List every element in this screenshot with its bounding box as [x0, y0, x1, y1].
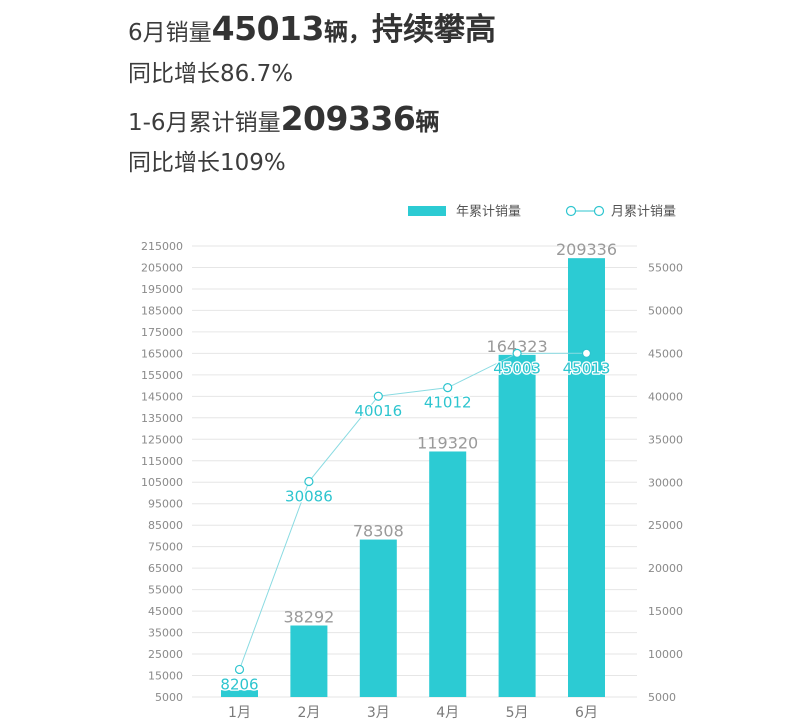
bar-data-label: 209336 [556, 240, 617, 259]
bar [498, 354, 536, 697]
right-axis-tick-label: 20000 [648, 562, 683, 575]
line-data-label: 30086 [285, 488, 333, 506]
left-axis-tick-label: 115000 [141, 455, 183, 468]
left-axis-tick-label: 75000 [148, 541, 183, 554]
bar [290, 625, 328, 697]
right-axis-tick-label: 10000 [648, 648, 683, 661]
left-axis-tick-label: 35000 [148, 627, 183, 640]
right-axis-tick-label: 55000 [648, 262, 683, 275]
legend-bar-swatch [408, 206, 446, 216]
legend-line-label: 月累计销量 [611, 205, 676, 220]
headline-monthly-number: 45013 [211, 9, 325, 48]
left-axis-tick-label: 185000 [141, 304, 183, 317]
left-axis-tick-label: 95000 [148, 498, 183, 511]
left-axis-tick-label: 145000 [141, 390, 183, 403]
left-axis-tick-label: 55000 [148, 584, 183, 597]
left-axis-tick-label: 195000 [141, 283, 183, 296]
bar-data-label: 78308 [353, 522, 404, 541]
bar-data-label: 119320 [417, 433, 478, 452]
line-data-label: 45003 [493, 359, 541, 377]
x-axis-tick-label: 1月 [228, 705, 251, 721]
left-axis-tick-label: 25000 [148, 648, 183, 661]
headline-cumulative-prefix: 1-6月累计销量 [128, 110, 281, 136]
right-axis-tick-label: 25000 [648, 519, 683, 532]
headline-cumulative: 1-6月累计销量209336辆 [128, 96, 439, 146]
line-data-label: 41012 [424, 394, 472, 412]
headline-cumulative-number: 209336 [280, 99, 416, 138]
left-axis-tick-label: 85000 [148, 519, 183, 532]
left-axis-tick-label: 15000 [148, 670, 183, 683]
bar [429, 451, 467, 697]
line-data-label: 40016 [354, 402, 402, 420]
left-axis: 5000 15000 25000 35000 45000 55000 65000 75000 8… [141, 240, 183, 704]
bar-labels: 38292 78308 119320 164323 209336 [283, 240, 617, 626]
right-axis-tick-label: 50000 [648, 304, 683, 317]
left-axis-tick-label: 5000 [155, 691, 183, 704]
left-axis-tick-label: 215000 [141, 240, 183, 253]
headline-monthly-emphasis: 持续攀高 [371, 12, 496, 48]
line-labels: 8206 30086 40016 41012 45003 45013 [219, 358, 611, 695]
line-data-label: 45013 [563, 359, 611, 377]
line-series [234, 348, 592, 675]
legend-line-marker [565, 205, 577, 217]
bar [568, 258, 605, 697]
left-axis-tick-label: 135000 [141, 412, 183, 425]
left-axis-tick-label: 175000 [141, 326, 183, 339]
gridlines [192, 245, 637, 698]
bar [359, 539, 397, 697]
headline-cumulative-growth: 同比增长109% [128, 150, 286, 176]
x-axis: 1月 2月 3月 4月 5月 6月 [228, 705, 598, 721]
left-axis-tick-label: 45000 [148, 605, 183, 618]
right-axis-tick-label: 35000 [648, 433, 683, 446]
series-line [239, 352, 587, 670]
x-axis-tick-label: 6月 [575, 705, 598, 721]
headline-monthly-growth: 同比增长86.7% [128, 61, 294, 87]
x-axis-tick-label: 4月 [436, 705, 459, 721]
bar-series [221, 258, 605, 697]
x-axis-tick-label: 3月 [367, 705, 390, 721]
headline-cumulative-unit: 辆 [415, 108, 440, 136]
legend-line-marker [593, 205, 605, 217]
right-axis-tick-label: 15000 [648, 605, 683, 618]
left-axis-tick-label: 205000 [141, 261, 183, 274]
legend-bar-label: 年累计销量 [456, 205, 521, 220]
right-axis-tick-label: 30000 [648, 476, 683, 489]
left-axis-tick-label: 165000 [141, 347, 183, 360]
right-axis-tick-label: 45000 [648, 347, 683, 360]
headline-monthly-unit: 辆， [323, 18, 372, 46]
x-axis-tick-label: 5月 [506, 705, 529, 721]
line-point [581, 348, 592, 358]
right-axis-tick-label: 40000 [648, 390, 683, 403]
bar [221, 690, 258, 697]
left-axis-tick-label: 125000 [141, 433, 183, 446]
bar-data-label: 164323 [487, 337, 548, 356]
line-point [234, 664, 245, 675]
line-data-label: 8206 [220, 675, 258, 693]
x-axis-tick-label: 2月 [297, 705, 320, 721]
line-point [512, 348, 522, 358]
line-point [443, 383, 453, 393]
left-axis-tick-label: 65000 [148, 562, 183, 575]
right-axis-tick-label: 5000 [648, 691, 676, 704]
headline-monthly: 6月销量45013辆，持续攀高 [128, 6, 496, 56]
left-axis-tick-label: 105000 [141, 476, 183, 489]
line-point [304, 476, 314, 487]
line-point [373, 391, 383, 401]
bar-data-label: 38292 [283, 608, 334, 627]
legend: 年累计销量 月累计销量 [408, 205, 676, 220]
left-axis-tick-label: 155000 [141, 369, 183, 382]
right-axis: 5000 10000 15000 20000 25000 30000 35000 40000 4… [648, 262, 683, 705]
headline-monthly-prefix: 6月销量 [128, 20, 212, 46]
